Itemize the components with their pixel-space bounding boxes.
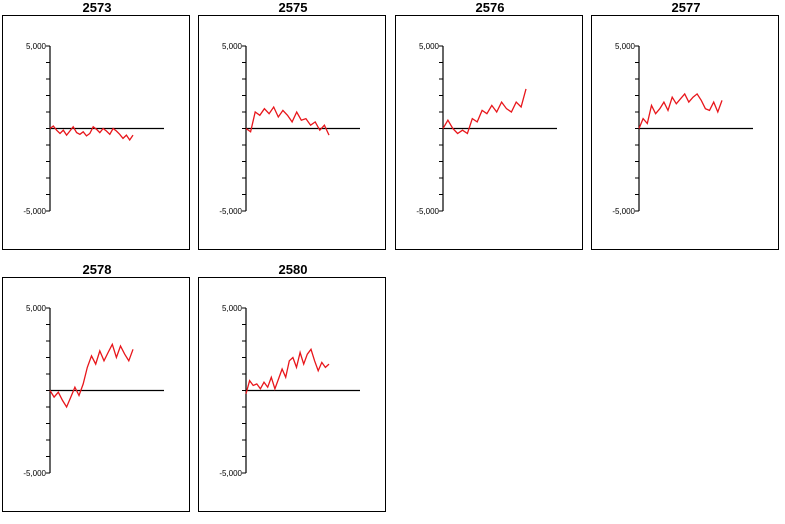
chart-plot: 5,000 -5,000 [416,42,557,216]
chart-frame [198,277,386,512]
chart-panel-2576: 2576 5,000 -5,000 [395,0,585,262]
chart-plot: 5,000 -5,000 [612,42,753,216]
series-line [638,92,723,129]
series-line [49,125,134,142]
y-tick-label-min: -5,000 [416,207,439,216]
series-line [245,105,330,136]
y-tick-label-max: 5,000 [419,42,440,51]
y-tick-label-max: 5,000 [615,42,636,51]
chart-title: 2575 [278,0,308,15]
chart-title: 2578 [82,262,112,277]
chart-frame [591,15,779,250]
chart-plot: 5,000 -5,000 [23,42,164,216]
chart-panel-2577: 2577 5,000 -5,000 [591,0,781,262]
chart-title: 2577 [671,0,701,15]
chart-plot: 5,000 -5,000 [219,304,360,478]
y-tick-label-max: 5,000 [222,42,243,51]
y-tick-label-max: 5,000 [222,304,243,313]
y-tick-label-min: -5,000 [23,207,46,216]
chart-title: 2573 [82,0,112,15]
series-line [442,88,527,135]
chart-title: 2580 [278,262,308,277]
y-tick-label-min: -5,000 [219,469,242,478]
chart-frame [2,15,190,250]
chart-plot: 5,000 -5,000 [23,304,164,478]
chart-plot: 5,000 -5,000 [219,42,360,216]
chart-frame [2,277,190,512]
y-tick-label-max: 5,000 [26,42,47,51]
chart-panel-2580: 2580 5,000 -5,000 [198,262,388,524]
chart-title: 2576 [475,0,505,15]
chart-panel-2573: 2573 5,000 -5,000 [2,0,192,262]
y-tick-label-min: -5,000 [612,207,635,216]
chart-frame [395,15,583,250]
series-line [245,347,330,394]
y-tick-label-min: -5,000 [219,207,242,216]
y-tick-label-min: -5,000 [23,469,46,478]
chart-panel-2578: 2578 5,000 -5,000 [2,262,192,524]
y-tick-label-max: 5,000 [26,304,47,313]
series-line [49,342,134,409]
chart-frame [198,15,386,250]
chart-panel-2575: 2575 5,000 -5,000 [198,0,388,262]
